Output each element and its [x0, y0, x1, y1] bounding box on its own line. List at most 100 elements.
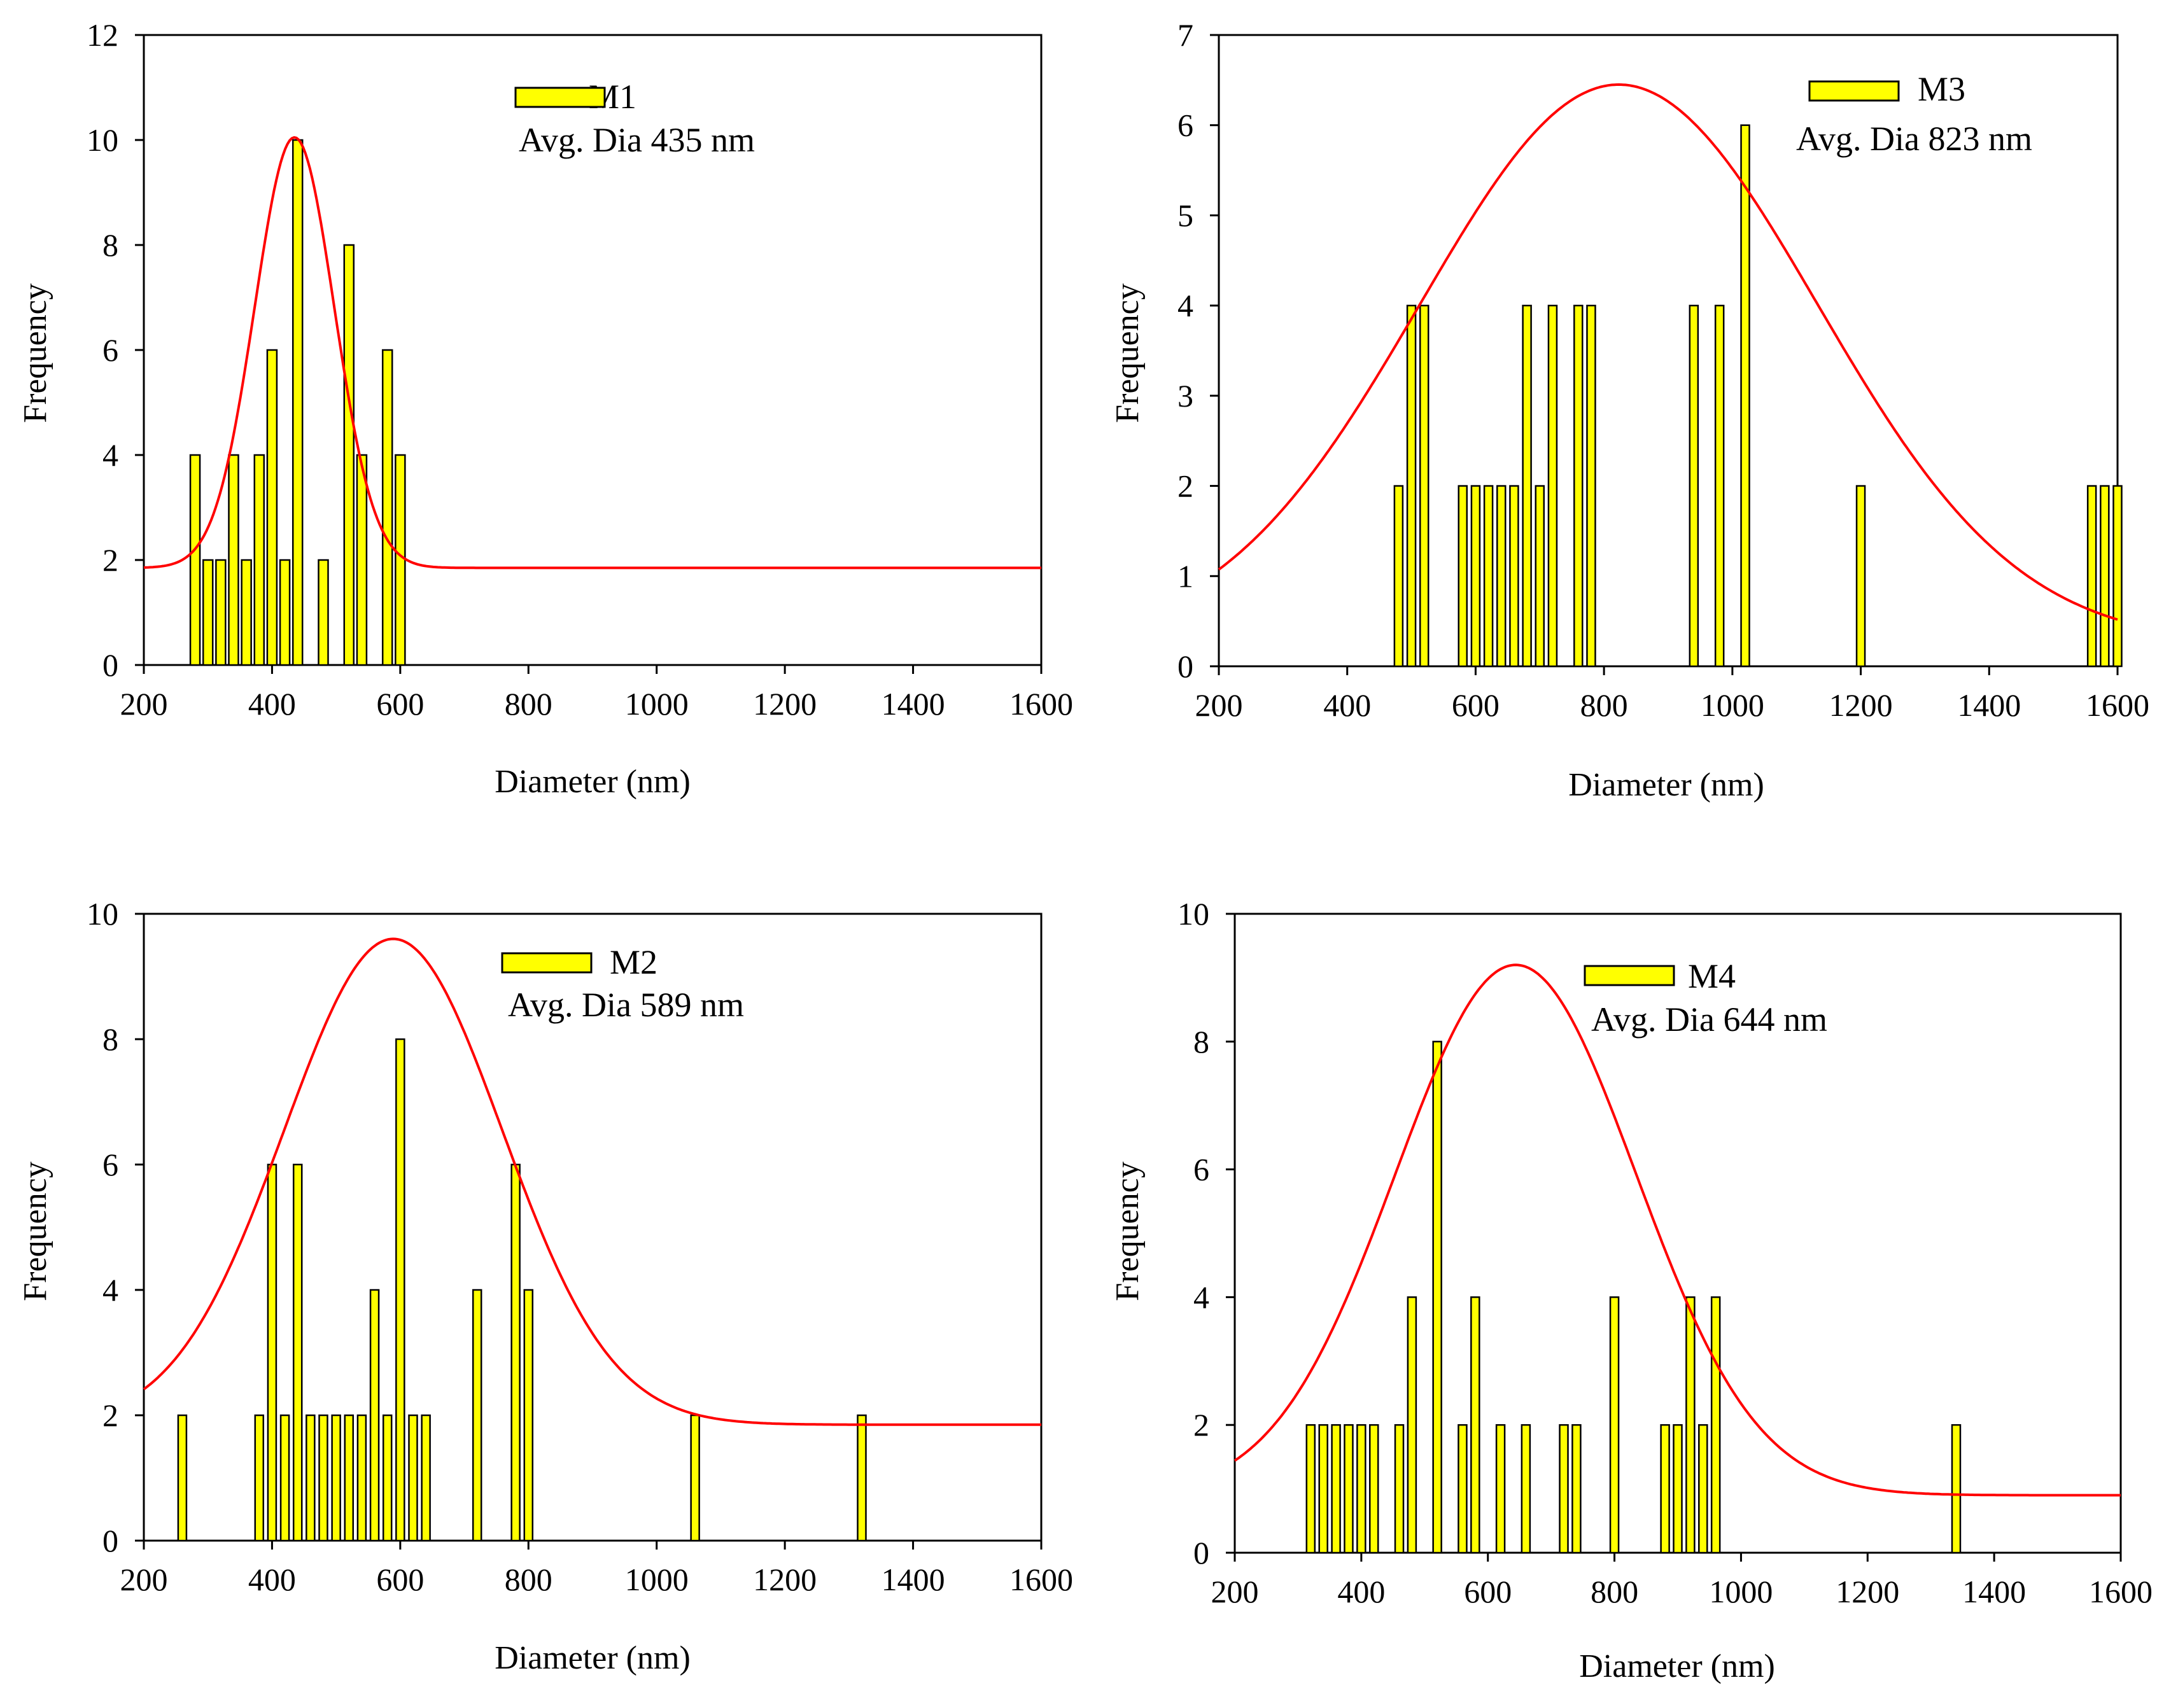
x-tick-label: 1400 — [1962, 1574, 2026, 1609]
panel-m2: M2 Avg. Dia 589 nm Diameter (nm) Frequen… — [17, 896, 1073, 1676]
bar — [1710, 1296, 1721, 1554]
x-tick-label: 200 — [120, 686, 168, 722]
x-tick-label: 800 — [1580, 687, 1628, 723]
y-tick-label: 4 — [102, 437, 118, 473]
legend-note: Avg. Dia 435 nm — [519, 121, 755, 159]
bar — [1855, 485, 1866, 668]
bar — [279, 559, 291, 666]
bar — [1331, 1424, 1341, 1554]
y-tick-label: 10 — [1177, 896, 1209, 932]
y-tick-label: 6 — [102, 332, 118, 368]
y-tick-label: 8 — [1193, 1024, 1209, 1060]
x-tick-label: 1000 — [1701, 687, 1764, 723]
bar — [228, 454, 239, 666]
x-tick-label: 800 — [505, 686, 552, 722]
y-tick-label: 8 — [102, 1021, 118, 1057]
x-tick-label: 600 — [376, 1562, 424, 1597]
x-axis-title: Diameter (nm) — [495, 1640, 691, 1676]
x-tick-label: 200 — [1195, 687, 1243, 723]
bar — [1509, 485, 1519, 668]
bar — [381, 349, 393, 666]
y-tick-label: 4 — [1193, 1279, 1209, 1315]
x-tick-label: 1400 — [882, 686, 945, 722]
y-tick-label: 5 — [1177, 197, 1193, 233]
bar — [279, 1414, 290, 1542]
bar — [241, 559, 252, 666]
y-tick-label: 6 — [102, 1147, 118, 1182]
y-tick-label: 2 — [1177, 468, 1193, 504]
panel-m1: M1 Avg. Dia 435 nm Diameter (nm) Frequen… — [17, 17, 1073, 800]
x-tick-label: 800 — [505, 1562, 552, 1597]
bar — [1305, 1424, 1316, 1554]
bar — [318, 559, 329, 666]
bar — [1432, 1040, 1442, 1554]
bar — [1522, 304, 1532, 668]
y-tick-label: 7 — [1177, 17, 1193, 53]
x-tick-label: 400 — [1323, 687, 1371, 723]
bar — [189, 454, 201, 666]
bar — [1740, 124, 1750, 668]
bar — [421, 1414, 431, 1542]
legend-label: M2 — [610, 943, 657, 981]
legend-note: Avg. Dia 644 nm — [1591, 1000, 1827, 1039]
bar — [1698, 1424, 1708, 1554]
y-axis-title: Frequency — [1109, 1161, 1146, 1301]
fit-curve — [143, 136, 1041, 570]
y-tick-label: 6 — [1193, 1152, 1209, 1187]
bar — [1496, 485, 1507, 668]
bar — [344, 1414, 355, 1542]
y-axis-title: Frequency — [17, 1161, 53, 1301]
bar — [382, 1414, 393, 1542]
bar — [1609, 1296, 1620, 1554]
bar — [1368, 1424, 1379, 1554]
x-tick-label: 600 — [1464, 1574, 1512, 1609]
bar — [253, 454, 265, 666]
bar — [1419, 304, 1430, 668]
x-axis-title: Diameter (nm) — [495, 764, 691, 800]
legend-swatch — [1584, 965, 1675, 986]
x-tick-label: 1600 — [1009, 1562, 1073, 1597]
bar — [1689, 304, 1699, 668]
bar — [510, 1163, 521, 1542]
x-tick-label: 600 — [376, 686, 424, 722]
y-tick-label: 2 — [102, 542, 118, 578]
panel-m4: M4 Avg. Dia 644 nm Diameter (nm) Frequen… — [1109, 896, 2153, 1684]
bar — [331, 1414, 341, 1542]
bar — [857, 1414, 867, 1542]
y-tick-label: 10 — [87, 122, 118, 158]
fit-curve — [1218, 83, 2118, 621]
bar — [395, 1038, 405, 1542]
bar — [395, 454, 406, 666]
x-tick-label: 1200 — [753, 1562, 817, 1597]
y-tick-label: 2 — [1193, 1407, 1209, 1443]
bar — [215, 559, 227, 666]
x-tick-label: 1200 — [1836, 1574, 1899, 1609]
x-tick-label: 1600 — [2089, 1574, 2153, 1609]
x-axis-title: Diameter (nm) — [1568, 767, 1764, 803]
bar — [472, 1289, 482, 1542]
bar — [1483, 485, 1494, 668]
bar — [523, 1289, 534, 1542]
bar — [1407, 1296, 1417, 1554]
bar — [1495, 1424, 1506, 1554]
bar — [177, 1414, 188, 1542]
bar — [1318, 1424, 1328, 1554]
x-tick-label: 1000 — [625, 1562, 689, 1597]
x-tick-label: 200 — [1211, 1574, 1259, 1609]
panel-m3: M3 Avg. Dia 823 nm Diameter (nm) Frequen… — [1109, 17, 2149, 803]
fit-curve — [143, 937, 1041, 1426]
bar — [1470, 485, 1481, 668]
legend-swatch — [514, 87, 606, 108]
bar — [292, 1163, 303, 1542]
bar — [369, 1289, 380, 1542]
fit-curve — [1233, 963, 2121, 1497]
bar — [1660, 1424, 1670, 1554]
plot-frame — [143, 913, 1043, 1542]
bar — [2100, 485, 2110, 668]
bar — [318, 1414, 328, 1542]
y-tick-label: 6 — [1177, 108, 1193, 143]
legend-note: Avg. Dia 589 nm — [508, 986, 744, 1024]
x-tick-label: 1000 — [625, 686, 689, 722]
bar — [1356, 1424, 1367, 1554]
